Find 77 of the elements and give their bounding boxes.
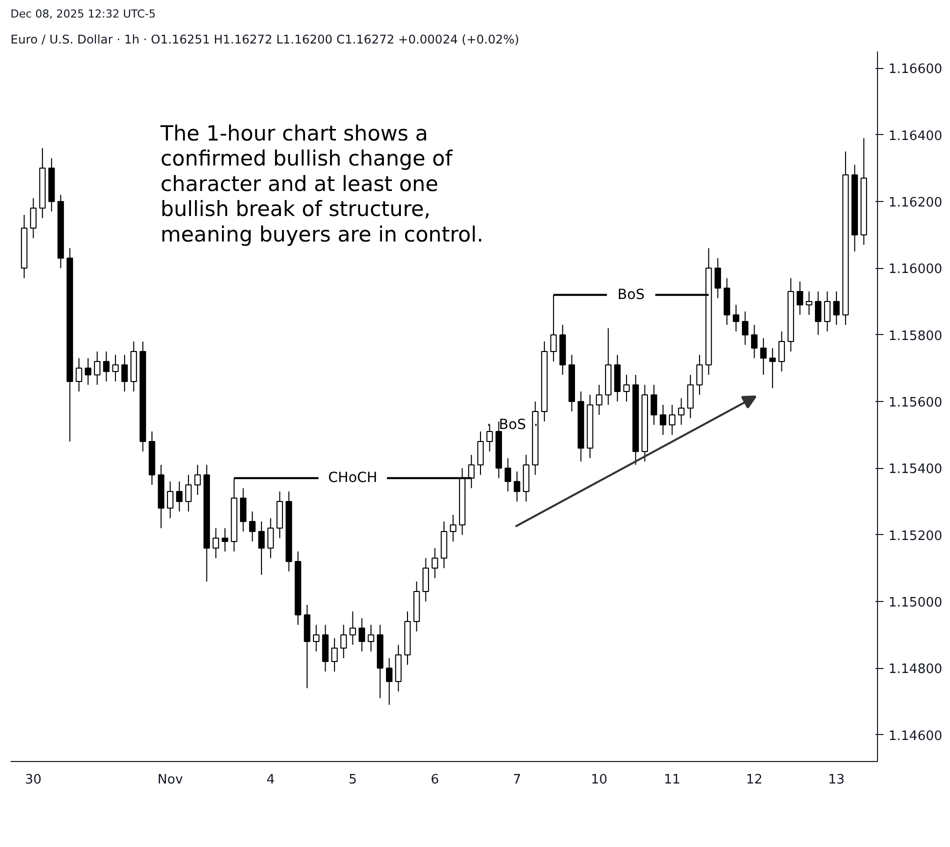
x-tick-label: 5 bbox=[348, 772, 357, 788]
candlestick bbox=[331, 638, 338, 672]
candlestick bbox=[386, 658, 392, 706]
candlestick bbox=[249, 511, 256, 542]
candlestick bbox=[222, 528, 228, 552]
candlestick bbox=[660, 404, 666, 436]
candlestick bbox=[696, 354, 703, 396]
chart-subtitle: Dec 08, 2025 12:32 UTC-5 bbox=[10, 8, 156, 20]
candlestick bbox=[194, 464, 201, 496]
y-tick-label: 1.16000 bbox=[888, 262, 942, 278]
candlestick bbox=[340, 624, 347, 659]
y-tick-label: 1.15800 bbox=[888, 328, 942, 344]
x-tick-label: 7 bbox=[512, 772, 522, 788]
candlestick bbox=[267, 518, 274, 559]
candlestick bbox=[806, 291, 812, 316]
candlestick bbox=[623, 374, 630, 402]
y-tick-label: 1.15200 bbox=[888, 528, 942, 544]
candlestick bbox=[504, 458, 512, 492]
candlestick bbox=[678, 398, 685, 426]
y-tick-label: 1.16400 bbox=[888, 128, 942, 144]
candlestick bbox=[185, 474, 192, 512]
x-tick-label: 12 bbox=[746, 772, 763, 788]
candlestick bbox=[76, 358, 82, 392]
ref-line-label: BoS bbox=[618, 286, 645, 303]
candlestick bbox=[94, 351, 100, 386]
candlestick bbox=[514, 471, 520, 502]
x-tick-label: 4 bbox=[266, 772, 275, 788]
candlestick bbox=[84, 358, 92, 386]
ref-line-label: CHoCH bbox=[328, 470, 378, 486]
candlestick bbox=[824, 291, 831, 332]
candlestick bbox=[596, 384, 602, 416]
chart-title: Euro / U.S. Dollar · 1h · O1.16251 H1.16272 L1.16200 C1.16272 +0.00024 (+0.02%) bbox=[10, 32, 520, 46]
candlestick bbox=[422, 558, 429, 602]
y-tick-label: 1.16600 bbox=[888, 62, 942, 78]
x-tick-label: 11 bbox=[664, 772, 680, 788]
y-tick-label: 1.14600 bbox=[888, 728, 942, 744]
candlestick bbox=[742, 311, 748, 346]
candlestick bbox=[769, 348, 776, 389]
x-tick-label: 6 bbox=[430, 772, 440, 788]
candlestick bbox=[258, 521, 265, 576]
candlestick bbox=[450, 514, 456, 542]
candlestick bbox=[212, 528, 220, 559]
candlestick bbox=[103, 351, 110, 382]
x-tick-label: 30 bbox=[25, 772, 42, 788]
candlestick bbox=[650, 384, 658, 426]
candlestick bbox=[687, 374, 694, 419]
candlestick bbox=[312, 624, 320, 652]
candlestick bbox=[477, 431, 484, 476]
y-tick-label: 1.14800 bbox=[888, 662, 942, 678]
candlestick bbox=[368, 624, 374, 652]
y-tick-label: 1.15400 bbox=[888, 462, 942, 478]
candlestick bbox=[751, 324, 758, 359]
x-tick-label: 13 bbox=[828, 772, 845, 788]
candlestick bbox=[112, 354, 119, 382]
candlestick bbox=[121, 354, 128, 392]
candlestick bbox=[714, 258, 722, 299]
candlestick bbox=[166, 481, 174, 519]
candlestick bbox=[833, 291, 840, 326]
candlestick bbox=[176, 481, 183, 512]
candlestick bbox=[350, 611, 356, 646]
candlestick bbox=[668, 404, 676, 436]
y-tick-label: 1.16200 bbox=[888, 196, 942, 210]
candlestick bbox=[240, 488, 246, 532]
y-tick-label: 1.15000 bbox=[888, 596, 942, 610]
candlestick bbox=[760, 338, 767, 376]
candlestick bbox=[432, 548, 438, 579]
candlestick bbox=[30, 198, 37, 239]
x-tick-label: 10 bbox=[590, 772, 608, 788]
ref-line-label: BoS bbox=[498, 416, 526, 433]
candlestick bbox=[358, 618, 366, 652]
candlestick bbox=[732, 304, 740, 332]
candlestick bbox=[778, 331, 785, 372]
annotation: The 1-hour chart shows a confirmed bullish change of character and at least one bullish break of structure, meaning buyers are in control. bbox=[160, 122, 484, 246]
y-tick-label: 1.15600 bbox=[888, 396, 942, 410]
candlestick bbox=[796, 281, 804, 316]
x-tick-label: Nov bbox=[158, 772, 184, 788]
candlestick bbox=[814, 291, 822, 336]
